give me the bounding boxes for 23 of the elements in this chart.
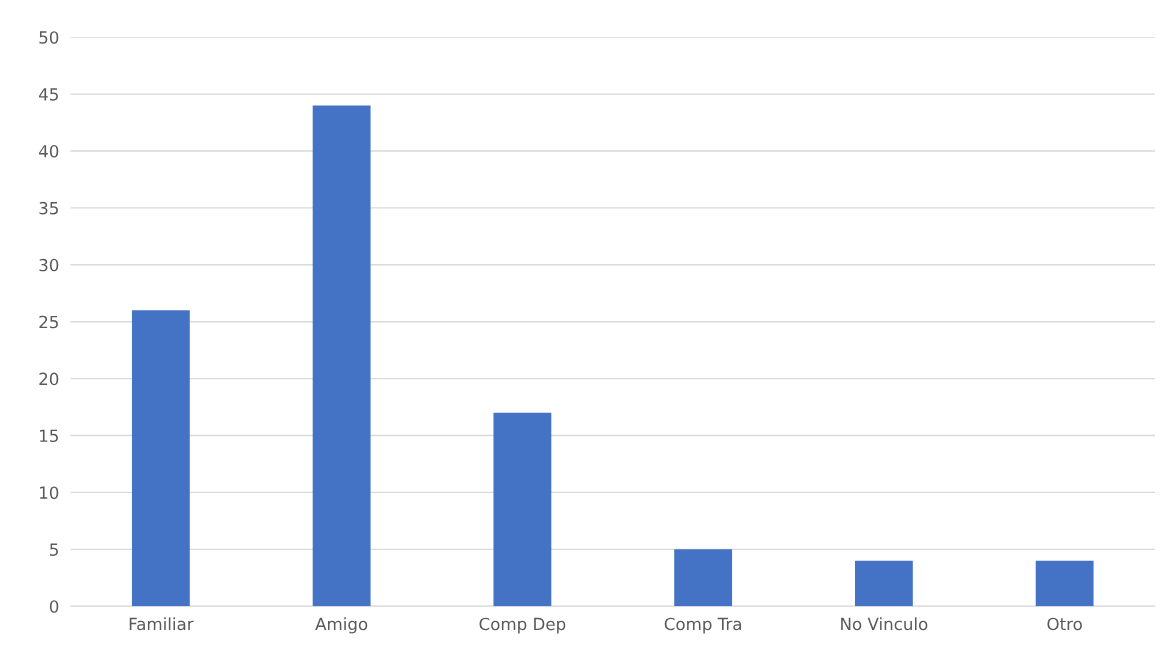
y-tick-label: 45 <box>39 88 58 101</box>
x-tick-label: Comp Tra <box>664 617 741 634</box>
x-tick-label: Amigo <box>315 617 368 634</box>
y-tick-label: 5 <box>50 543 58 556</box>
y-tick-label: 0 <box>49 600 59 613</box>
x-tick-label: No Vinculo <box>841 617 928 631</box>
x-tick-label: Familiar <box>129 617 194 631</box>
bar <box>493 412 552 607</box>
y-tick-label: 10 <box>40 486 59 499</box>
bar <box>1035 560 1094 607</box>
bar <box>674 549 733 607</box>
y-tick-label: 40 <box>39 144 59 158</box>
y-tick-label: 20 <box>39 372 59 386</box>
x-tick-label: Otro <box>1047 617 1082 631</box>
bar <box>312 105 371 607</box>
bar <box>131 310 190 607</box>
y-tick-label: 15 <box>40 429 58 443</box>
y-tick-label: 30 <box>39 258 59 272</box>
y-tick-label: 25 <box>39 315 58 329</box>
y-tick-label: 50 <box>39 31 59 44</box>
bar <box>854 560 913 607</box>
x-tick-label: Comp Dep <box>479 617 566 634</box>
y-tick-label: 35 <box>39 201 58 215</box>
